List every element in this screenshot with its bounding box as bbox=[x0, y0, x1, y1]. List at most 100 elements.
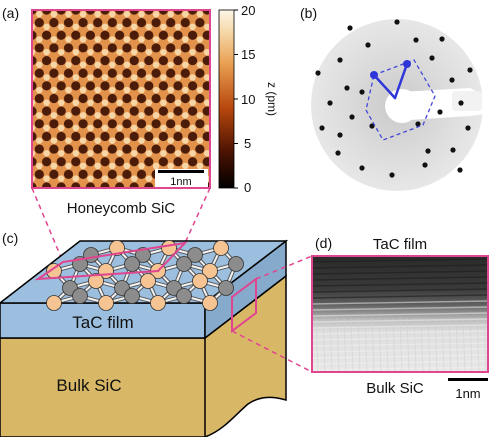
stm-pit bbox=[107, 68, 117, 78]
stm-bump bbox=[22, 37, 27, 42]
leed-spot bbox=[389, 172, 395, 178]
stm-pit bbox=[64, 0, 73, 2]
stm-bump bbox=[248, 24, 254, 30]
stm-bump bbox=[124, 112, 130, 118]
stm-bump bbox=[22, 11, 28, 17]
stm-pit bbox=[136, 68, 147, 78]
tem-column bbox=[448, 317, 452, 372]
stm-bump bbox=[36, 36, 42, 43]
stm-bump bbox=[95, 11, 101, 17]
stm-bump bbox=[117, 74, 123, 81]
stm-pit bbox=[166, 68, 176, 78]
stm-bump bbox=[255, 112, 261, 118]
stm-bump bbox=[117, 49, 123, 55]
stm-bump bbox=[73, 0, 78, 4]
stm-bump bbox=[146, 0, 151, 4]
stm-bump bbox=[153, 112, 159, 118]
stm-bump bbox=[197, 11, 203, 17]
stm-pit bbox=[122, 144, 132, 154]
stm-bump bbox=[22, 36, 28, 42]
stm-bump bbox=[117, 24, 123, 30]
stm-pit bbox=[166, 119, 176, 129]
stm-pit bbox=[13, 107, 22, 116]
stm-bump bbox=[138, 87, 145, 93]
stm-bump bbox=[248, 150, 254, 156]
stm-pit bbox=[42, 182, 52, 188]
stm-bump bbox=[58, 100, 64, 106]
stm-pit bbox=[107, 43, 117, 53]
tem-fringe bbox=[312, 348, 488, 353]
stm-pit bbox=[34, 18, 44, 28]
stm-bump bbox=[124, 36, 130, 43]
stm-bump bbox=[95, 138, 101, 144]
stm-pit bbox=[195, 119, 205, 129]
stm-bump bbox=[109, 36, 115, 43]
stm-pit bbox=[166, 18, 176, 28]
stm-bump bbox=[161, 0, 166, 4]
tem-column bbox=[399, 317, 403, 372]
stm-pit bbox=[35, 0, 44, 2]
stm-pit bbox=[180, 93, 190, 104]
stm-bump bbox=[212, 163, 217, 168]
zoom-line-a-left bbox=[31, 187, 64, 263]
leed-spot bbox=[337, 132, 343, 138]
stm-bump bbox=[190, 0, 195, 4]
stm-pit bbox=[122, 43, 132, 53]
stm-pit bbox=[144, 81, 154, 91]
tem-scalebar bbox=[448, 378, 488, 381]
stm-bump bbox=[138, 11, 145, 17]
stm-pit bbox=[49, 169, 59, 179]
stm-pit bbox=[129, 182, 139, 188]
stm-bump bbox=[248, 74, 254, 80]
stm-pit bbox=[34, 144, 44, 154]
tem-fringe bbox=[312, 294, 488, 299]
panel-b-label: (b) bbox=[300, 5, 317, 21]
stm-pit bbox=[158, 81, 168, 91]
leed-spot bbox=[344, 85, 350, 91]
stm-bump bbox=[153, 62, 159, 68]
stm-pit bbox=[56, 10, 66, 15]
stm-bump bbox=[241, 62, 247, 68]
stm-bump bbox=[189, 0, 195, 5]
stm-bump bbox=[36, 112, 42, 118]
stm-bump bbox=[87, 100, 93, 106]
stm-bump bbox=[153, 36, 159, 43]
stm-bump bbox=[138, 36, 145, 43]
stm-pit bbox=[71, 30, 81, 40]
tem-fringe bbox=[312, 360, 488, 365]
stm-pit bbox=[202, 157, 210, 167]
stm-bump bbox=[182, 138, 188, 144]
stm-pit bbox=[42, 157, 52, 167]
stm-bump bbox=[241, 62, 246, 67]
stm-bump bbox=[153, 87, 159, 93]
stm-bump bbox=[197, 163, 203, 169]
stm-bump bbox=[95, 87, 101, 93]
stm-pit bbox=[254, 195, 263, 204]
stm-bump bbox=[182, 62, 188, 68]
stm-bump bbox=[197, 62, 203, 68]
stm-pit bbox=[254, 119, 263, 128]
si-atom bbox=[187, 247, 203, 263]
stm-pit bbox=[136, 119, 147, 129]
stm-bump bbox=[197, 112, 203, 118]
panel-d: (d) TaC film Bulk SiC 1nm bbox=[311, 235, 489, 401]
stm-bump bbox=[160, 74, 166, 81]
stm-bump bbox=[190, 24, 196, 30]
stm-pit bbox=[246, 107, 255, 116]
c-atom bbox=[150, 295, 166, 311]
stm-bump bbox=[58, 150, 64, 156]
stm-pit bbox=[173, 10, 183, 15]
stm-pit bbox=[209, 122, 210, 125]
tem-column bbox=[406, 317, 410, 372]
stm-pit bbox=[254, 170, 263, 179]
stm-pit bbox=[129, 131, 139, 142]
stm-pit bbox=[202, 81, 210, 91]
bulk-sic-block bbox=[0, 274, 287, 437]
stm-pit bbox=[136, 144, 147, 154]
stm-pit bbox=[173, 131, 183, 142]
stm-bump bbox=[189, 201, 195, 207]
stm-bump bbox=[256, 138, 261, 143]
stm-pit bbox=[85, 30, 95, 40]
stm-bump bbox=[211, 137, 217, 143]
leed-gun-arm bbox=[452, 91, 482, 111]
